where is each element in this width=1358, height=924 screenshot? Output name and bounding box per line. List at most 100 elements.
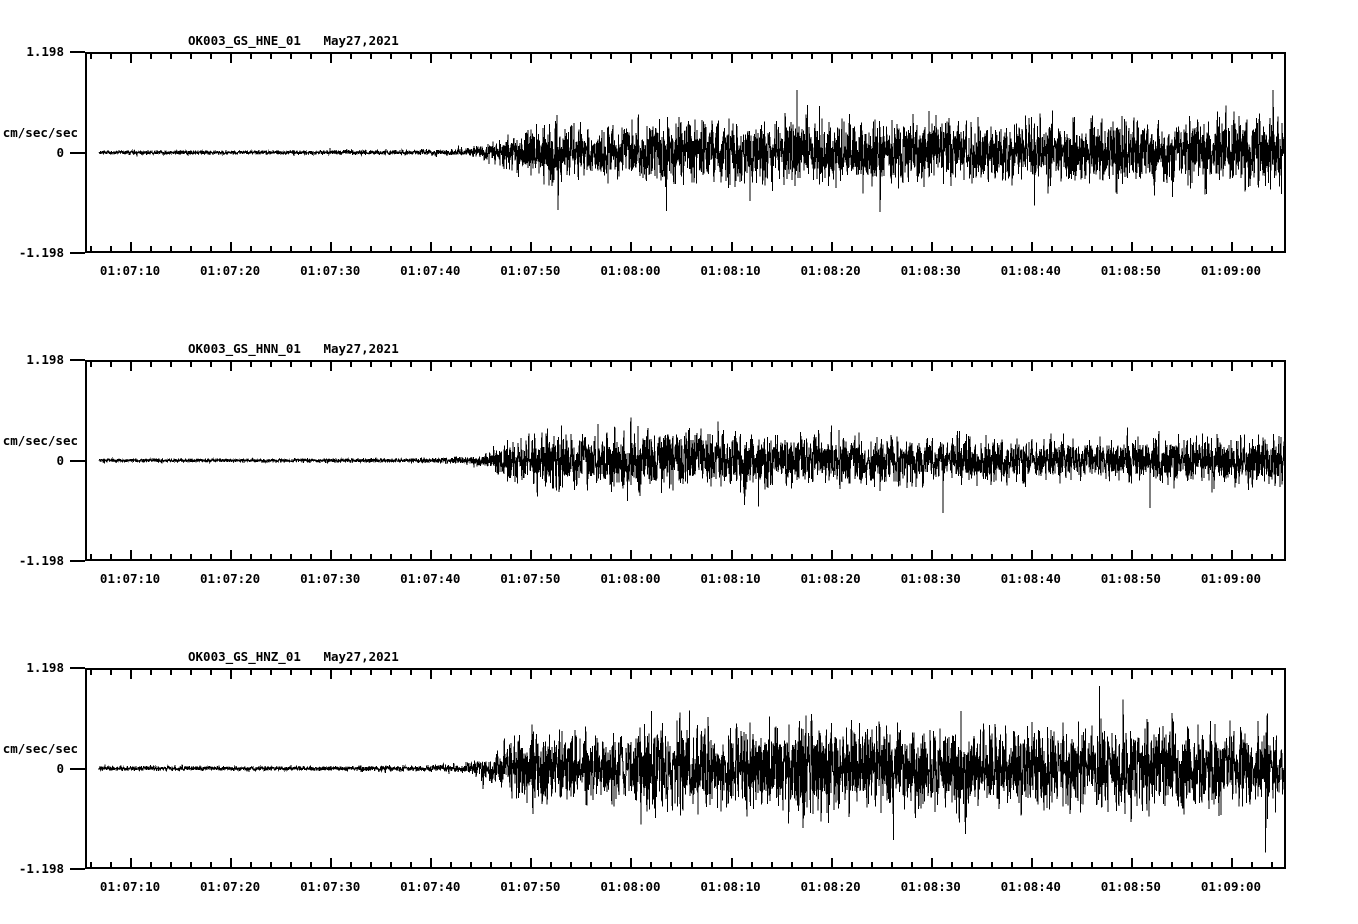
x-minor-tick-bottom: [170, 554, 173, 561]
x-minor-tick-bottom: [710, 554, 713, 561]
x-minor-tick-top: [1110, 668, 1113, 675]
x-minor-tick-top: [550, 668, 553, 675]
x-tick-label: 01:07:20: [200, 571, 261, 586]
x-minor-tick-top: [1110, 360, 1113, 367]
x-minor-tick-bottom: [390, 862, 393, 869]
x-minor-tick-bottom: [510, 554, 513, 561]
x-minor-tick-bottom: [770, 554, 773, 561]
x-major-tick-bottom: [430, 550, 433, 561]
x-tick-label: 01:07:30: [300, 263, 361, 278]
x-minor-tick-top: [390, 668, 393, 675]
y-tick-label: -1.198: [18, 861, 64, 876]
y-tick-mark: [70, 868, 85, 870]
x-major-tick-top: [530, 360, 533, 371]
x-minor-tick-bottom: [670, 246, 673, 253]
x-minor-tick-top: [510, 668, 513, 675]
x-major-tick-bottom: [930, 858, 933, 869]
x-minor-tick-bottom: [870, 246, 873, 253]
x-minor-tick-top: [590, 360, 593, 367]
y-tick-label: 0: [56, 452, 64, 468]
y-tick-mark: [70, 459, 85, 462]
x-tick-label: 01:08:40: [1000, 879, 1061, 894]
x-major-tick-bottom: [1130, 550, 1133, 561]
waveform-path: [98, 89, 1284, 213]
x-tick-label: 01:09:00: [1200, 571, 1262, 586]
x-tick-label: 01:07:40: [400, 571, 461, 586]
x-major-tick-bottom: [630, 242, 633, 253]
x-minor-tick-top: [310, 360, 313, 367]
x-minor-tick-top: [350, 52, 353, 59]
x-minor-tick-top: [270, 360, 273, 367]
x-minor-tick-top: [1110, 52, 1113, 59]
x-minor-tick-top: [770, 360, 773, 367]
x-minor-tick-top: [370, 360, 373, 367]
x-minor-tick-top: [1070, 668, 1073, 675]
x-minor-tick-top: [610, 52, 613, 59]
x-minor-tick-top: [270, 668, 273, 675]
x-minor-tick-top: [910, 52, 913, 59]
x-minor-tick-bottom: [710, 246, 713, 253]
x-tick-label: 01:08:40: [1000, 263, 1061, 278]
x-tick-label: 01:08:40: [1000, 571, 1061, 586]
x-minor-tick-bottom: [290, 554, 293, 561]
x-major-tick-bottom: [830, 550, 833, 561]
x-minor-tick-top: [850, 668, 853, 675]
x-minor-tick-bottom: [110, 862, 113, 869]
x-minor-tick-top: [370, 52, 373, 59]
x-minor-tick-top: [990, 52, 993, 59]
x-minor-tick-bottom: [610, 862, 613, 869]
x-major-tick-top: [330, 668, 333, 679]
x-minor-tick-bottom: [1010, 554, 1013, 561]
x-minor-tick-bottom: [590, 554, 593, 561]
x-minor-tick-top: [210, 668, 213, 675]
x-minor-tick-top: [490, 52, 493, 59]
x-minor-tick-bottom: [1110, 554, 1113, 561]
x-minor-tick-bottom: [550, 246, 553, 253]
x-minor-tick-top: [790, 360, 793, 367]
x-minor-tick-bottom: [1190, 862, 1193, 869]
x-minor-tick-top: [550, 360, 553, 367]
y-axis-unit-label: cm/sec/sec: [2, 432, 78, 448]
x-minor-tick-bottom: [1150, 554, 1153, 561]
x-minor-tick-top: [390, 360, 393, 367]
x-minor-tick-bottom: [1150, 862, 1153, 869]
x-minor-tick-top: [1010, 360, 1013, 367]
x-minor-tick-top: [1250, 360, 1253, 367]
x-minor-tick-top: [170, 668, 173, 675]
x-minor-tick-bottom: [750, 862, 753, 869]
x-major-tick-bottom: [130, 858, 133, 869]
x-minor-tick-bottom: [1210, 246, 1213, 253]
x-major-tick-top: [830, 360, 833, 371]
x-minor-tick-bottom: [570, 554, 573, 561]
x-major-tick-top: [530, 52, 533, 63]
x-minor-tick-bottom: [190, 554, 193, 561]
x-minor-tick-bottom: [770, 862, 773, 869]
x-minor-tick-bottom: [590, 862, 593, 869]
x-minor-tick-top: [650, 52, 653, 59]
x-minor-tick-bottom: [790, 246, 793, 253]
x-tick-label: 01:07:50: [500, 571, 561, 586]
waveform-trace: [98, 685, 1284, 853]
x-major-tick-bottom: [130, 242, 133, 253]
x-minor-tick-bottom: [310, 246, 313, 253]
axis-frame: [85, 360, 1286, 561]
x-minor-tick-bottom: [390, 554, 393, 561]
x-minor-tick-top: [1010, 52, 1013, 59]
x-minor-tick-top: [1210, 360, 1213, 367]
x-minor-tick-bottom: [350, 862, 353, 869]
y-tick-label: -1.198: [18, 245, 64, 260]
x-minor-tick-bottom: [590, 246, 593, 253]
x-minor-tick-bottom: [150, 554, 153, 561]
x-major-tick-top: [1030, 668, 1033, 679]
x-major-tick-bottom: [430, 858, 433, 869]
x-minor-tick-top: [490, 360, 493, 367]
x-minor-tick-top: [990, 360, 993, 367]
x-minor-tick-bottom: [310, 862, 313, 869]
x-major-tick-bottom: [530, 858, 533, 869]
x-minor-tick-top: [190, 52, 193, 59]
x-minor-tick-top: [390, 52, 393, 59]
x-minor-tick-top: [90, 360, 92, 367]
x-minor-tick-bottom: [1070, 554, 1073, 561]
x-major-tick-bottom: [230, 550, 233, 561]
